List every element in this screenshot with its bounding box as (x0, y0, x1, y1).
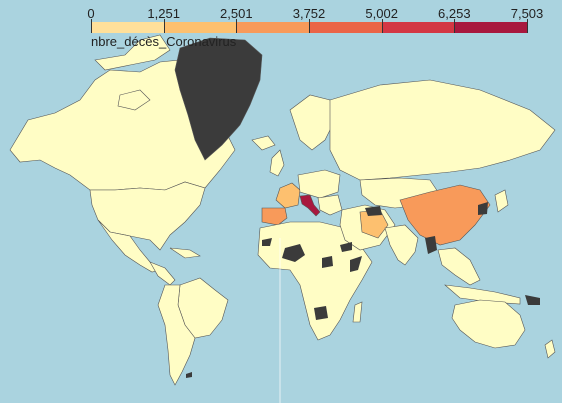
legend-swatch-6 (454, 22, 528, 33)
legend-tick-2: 2,501 (220, 6, 253, 21)
legend-swatch-5 (381, 22, 455, 33)
region-southeast-asia[interactable] (437, 247, 481, 286)
country-north-korea-nodata[interactable] (478, 202, 488, 215)
legend-caption: nbre_décès_Coronavirus (91, 34, 237, 49)
legend-tickmark (91, 19, 92, 33)
legend-swatch-4 (309, 22, 382, 33)
region-central-america[interactable] (149, 261, 176, 286)
country-france[interactable] (275, 182, 301, 209)
legend-tickmark (163, 19, 165, 33)
region-indonesia[interactable] (444, 284, 521, 305)
legend-swatch-2 (163, 22, 237, 33)
country-spain[interactable] (261, 207, 288, 226)
country-uk[interactable] (269, 149, 285, 177)
legend-tick-4: 5,002 (365, 6, 398, 21)
country-japan[interactable] (494, 189, 509, 213)
legend-color-bar (91, 19, 528, 33)
country-italy[interactable] (299, 194, 321, 217)
region-south-america[interactable] (157, 284, 196, 386)
country-greenland[interactable] (174, 37, 263, 161)
legend-tick-3: 3,752 (292, 6, 326, 21)
legend-tickmark (454, 19, 456, 33)
country-yemen-nodata[interactable] (340, 242, 352, 252)
country-algeria-nodata[interactable] (282, 244, 305, 262)
country-india[interactable] (384, 224, 419, 266)
legend-tick-1: 1,251 (147, 6, 180, 21)
region-arctic-islands[interactable] (94, 34, 171, 71)
region-balkans[interactable] (317, 194, 343, 216)
legend-swatch-1 (91, 22, 164, 33)
country-australia[interactable] (451, 299, 526, 349)
region-falklands[interactable] (186, 372, 192, 378)
country-myanmar-nodata[interactable] (425, 236, 437, 254)
country-mali-nodata[interactable] (262, 238, 272, 246)
color-legend: 0 1,251 2,501 3,752 5,002 6,253 7,503 nb… (0, 0, 562, 60)
country-syria-nodata[interactable] (365, 206, 382, 216)
legend-tick-5: 6,253 (438, 6, 471, 21)
country-china[interactable] (399, 184, 491, 246)
legend-tick-0: 0 (87, 6, 95, 21)
country-iceland[interactable] (251, 135, 276, 151)
legend-tickmark (309, 19, 310, 33)
legend-tickmark (527, 19, 528, 33)
region-central-europe[interactable] (297, 169, 341, 199)
region-caribbean[interactable] (169, 247, 201, 259)
region-arctic-islands-2[interactable] (117, 89, 151, 111)
region-russia[interactable] (329, 79, 556, 181)
country-zambia-nodata[interactable] (314, 306, 328, 320)
legend-swatch-3 (236, 22, 310, 33)
country-somalia-nodata[interactable] (350, 256, 362, 272)
country-madagascar[interactable] (352, 301, 363, 323)
country-new-zealand[interactable] (544, 339, 556, 359)
legend-tickmark (381, 19, 383, 33)
country-png-nodata[interactable] (525, 295, 540, 305)
country-sudan-nodata[interactable] (322, 256, 333, 268)
legend-tickmark (236, 19, 238, 33)
region-scandinavia[interactable] (289, 94, 336, 151)
legend-tick-6: 7,503 (510, 6, 544, 21)
